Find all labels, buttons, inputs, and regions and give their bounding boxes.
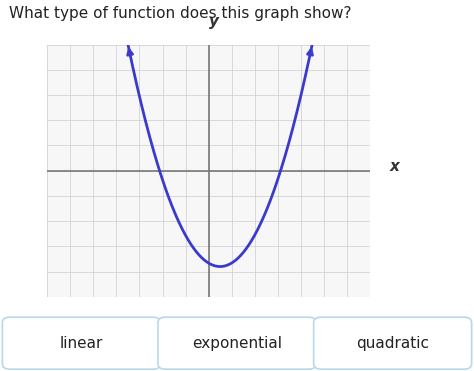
Text: exponential: exponential	[192, 336, 282, 351]
Text: linear: linear	[60, 336, 103, 351]
Text: What type of function does this graph show?: What type of function does this graph sh…	[9, 6, 352, 20]
Text: y: y	[210, 14, 219, 29]
Text: x: x	[389, 160, 399, 174]
Text: quadratic: quadratic	[356, 336, 429, 351]
